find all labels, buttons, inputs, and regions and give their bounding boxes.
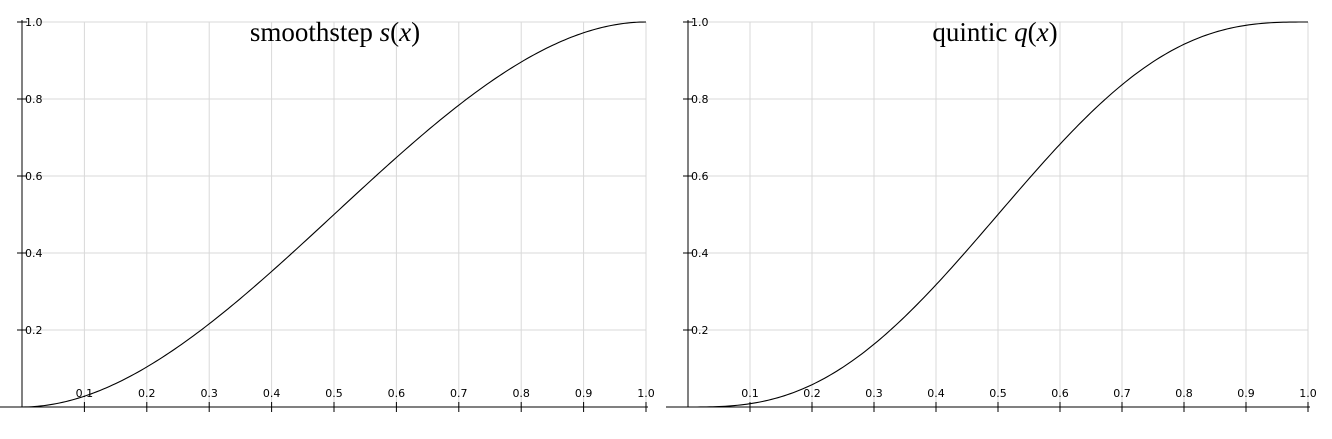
x-tick-label: 0.7 [1113,387,1131,400]
smoothstep-chart-panel: 0.1 0.2 0.3 0.4 0.5 0.6 0.7 0.8 0.9 1.0 0.2 0.4 0.6 0… [0,16,655,412]
x-tick-label: 0.4 [263,387,281,400]
x-tick-label: 0.1 [741,387,759,400]
title-close: ) [1049,17,1058,47]
x-tick-label: 0.9 [575,387,593,400]
quintic-chart-panel: 0.1 0.2 0.3 0.4 0.5 0.6 0.7 0.8 0.9 1.0 0.2 0.4 0.6 0… [666,0,1332,439]
title-close: ) [411,17,420,47]
title-name: quintic [932,17,1007,47]
x-tick-label: 0.4 [927,387,945,400]
chart-title: quintic q(x) [932,17,1057,47]
quintic-chart: 0.1 0.2 0.3 0.4 0.5 0.6 0.7 0.8 0.9 1.0 0.2 0.4 0.6 0… [666,16,1317,412]
grid-lines [688,21,1309,407]
y-tick-label: 0.8 [25,93,43,106]
smoothstep-curve [21,21,647,408]
title-fn: q [1014,17,1028,47]
x-tick-label: 0.3 [865,387,883,400]
x-tick-label: 0.8 [1175,387,1193,400]
x-tick-label: 1.0 [637,387,655,400]
y-tick-label: 0.8 [691,93,709,106]
tick-labels: 0.1 0.2 0.3 0.4 0.5 0.6 0.7 0.8 0.9 1.0 0.2 0.4 0.6 0… [25,16,655,400]
y-tick-label: 0.6 [691,170,709,183]
x-tick-label: 0.1 [76,387,94,400]
y-tick-label: 0.6 [25,170,43,183]
quintic-curve [688,21,1308,408]
x-tick-label: 0.2 [138,387,156,400]
x-tick-label: 1.0 [1299,387,1317,400]
x-tick-label: 0.6 [388,387,406,400]
x-tick-label: 0.6 [1051,387,1069,400]
x-tick-label: 0.2 [803,387,821,400]
smoothstep-chart: 0.1 0.2 0.3 0.4 0.5 0.6 0.7 0.8 0.9 1.0 0.2 0.4 0.6 0… [0,16,655,412]
y-tick-label: 0.2 [691,324,709,337]
axes [666,20,1310,412]
y-tick-label: 1.0 [691,16,709,29]
x-tick-label: 0.8 [512,387,530,400]
y-tick-label: 0.4 [691,247,709,260]
y-tick-label: 0.2 [25,324,43,337]
y-tick-label: 0.4 [25,247,43,260]
title-arg: x [398,17,411,47]
x-tick-label: 0.3 [200,387,218,400]
axes [0,20,648,412]
title-fn: s [380,17,391,47]
x-tick-label: 0.5 [325,387,343,400]
title-open: ( [390,17,399,47]
chart-title: smoothstep s(x) [250,17,420,47]
y-tick-label: 1.0 [25,16,43,29]
title-name: smoothstep [250,17,373,47]
x-tick-label: 0.5 [989,387,1007,400]
x-tick-label: 0.7 [450,387,468,400]
title-arg: x [1036,17,1049,47]
tick-labels: 0.1 0.2 0.3 0.4 0.5 0.6 0.7 0.8 0.9 1.0 0.2 0.4 0.6 0… [691,16,1317,400]
title-open: ( [1028,17,1037,47]
x-tick-label: 0.9 [1237,387,1255,400]
